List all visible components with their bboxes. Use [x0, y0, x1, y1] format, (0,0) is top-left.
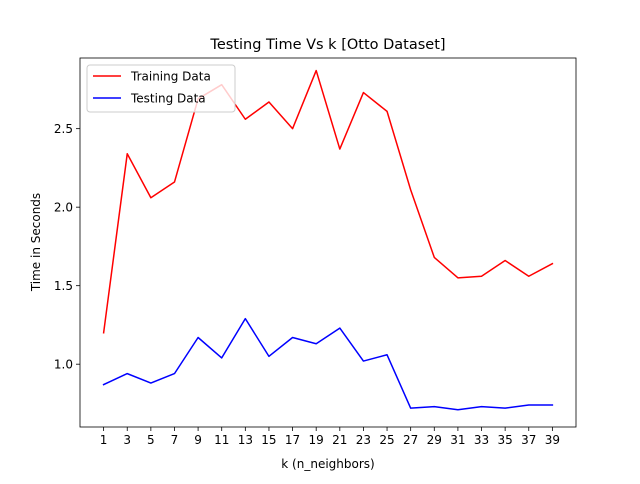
x-tick-label: 11: [214, 433, 229, 447]
x-tick-label: 3: [123, 433, 131, 447]
x-tick-label: 39: [545, 433, 560, 447]
y-axis-label: Time in Seconds: [29, 193, 43, 292]
x-tick-label: 35: [498, 433, 513, 447]
x-tick-label: 33: [474, 433, 489, 447]
x-tick-label: 29: [427, 433, 442, 447]
x-tick-label: 15: [261, 433, 276, 447]
series-line-0: [102, 69, 554, 334]
x-tick-label: 31: [450, 433, 465, 447]
legend-label: Testing Data: [130, 92, 206, 106]
x-tick-label: 25: [379, 433, 394, 447]
x-tick-label: 37: [521, 433, 536, 447]
y-tick-label: 1.0: [54, 358, 73, 372]
x-axis-label: k (n_neighbors): [281, 457, 374, 471]
series-line-1: [102, 317, 554, 411]
x-tick-label: 5: [147, 433, 155, 447]
y-tick-label: 1.5: [54, 279, 73, 293]
x-tick-label: 9: [194, 433, 202, 447]
y-tick-label: 2.5: [54, 122, 73, 136]
plot-frame: [79, 57, 577, 428]
x-tick-label: 17: [285, 433, 300, 447]
legend-box: [86, 64, 236, 113]
x-tick-label: 23: [356, 433, 371, 447]
x-tick-label: 27: [403, 433, 418, 447]
x-tick-label: 21: [332, 433, 347, 447]
legend-label: Training Data: [130, 70, 211, 84]
chart-title: Testing Time Vs k [Otto Dataset]: [209, 37, 445, 53]
x-tick-label: 13: [238, 433, 253, 447]
x-tick-label: 1: [100, 433, 108, 447]
x-tick-label: 7: [171, 433, 179, 447]
legend: Training Data Testing Data: [86, 64, 236, 113]
y-tick-label: 2.0: [54, 201, 73, 215]
x-tick-label: 19: [309, 433, 324, 447]
